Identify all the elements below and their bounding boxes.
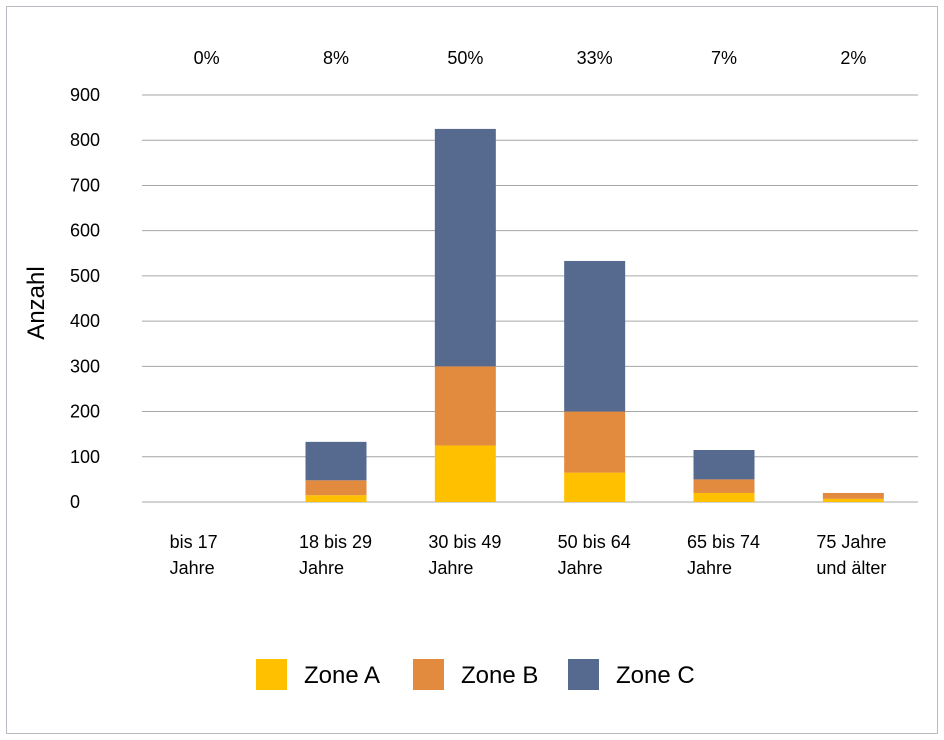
- bar-segment-zone-b: [305, 480, 367, 496]
- bar-segment-zone-b: [564, 411, 626, 473]
- bar-segment-zone-b: [693, 479, 755, 493]
- category-labels: bis 17 Jahre 18 bis 29 Jahre 30 bis 49 Jahre 5…: [170, 532, 887, 578]
- percentage-label: 0%: [194, 48, 220, 68]
- y-tick-label: 800: [70, 130, 100, 150]
- bar-segment-zone-c: [693, 449, 755, 480]
- category-label: 65 bis 74: [687, 532, 760, 552]
- category-label: Jahre: [170, 558, 215, 578]
- bar-segment-zone-a: [564, 472, 626, 502]
- bar-segment-zone-a: [434, 445, 496, 502]
- legend-label: Zone C: [616, 662, 695, 689]
- percentage-label: 50%: [447, 48, 483, 68]
- category-label: Jahre: [428, 558, 473, 578]
- category-label: Jahre: [687, 558, 732, 578]
- bars: [305, 128, 884, 502]
- y-tick-label: 600: [70, 221, 100, 241]
- legend-swatch: [568, 659, 599, 690]
- bar-segment-zone-c: [434, 128, 496, 367]
- y-tick-label: 300: [70, 356, 100, 376]
- bar-segment-zone-a: [305, 495, 367, 502]
- percentage-labels: 0% 8% 50% 33% 7% 2%: [194, 48, 867, 68]
- y-tick-label: 0: [70, 492, 80, 512]
- y-tick-label: 500: [70, 266, 100, 286]
- bar-segment-zone-b: [434, 366, 496, 446]
- y-tick-label: 200: [70, 402, 100, 422]
- category-label: und älter: [816, 558, 886, 578]
- category-label: bis 17: [170, 532, 218, 552]
- category-label: 30 bis 49: [428, 532, 501, 552]
- legend-label: Zone A: [304, 662, 380, 689]
- percentage-label: 8%: [323, 48, 349, 68]
- category-label: 50 bis 64: [558, 532, 631, 552]
- legend-swatch: [413, 659, 444, 690]
- legend-label: Zone B: [461, 662, 538, 689]
- bar-segment-zone-b: [822, 492, 884, 499]
- category-label: Jahre: [558, 558, 603, 578]
- legend: Zone A Zone B Zone C: [256, 659, 695, 690]
- y-tick-label: 100: [70, 447, 100, 467]
- legend-swatch: [256, 659, 287, 690]
- percentage-label: 7%: [711, 48, 737, 68]
- percentage-label: 2%: [840, 48, 866, 68]
- bar-segment-zone-c: [564, 260, 626, 412]
- percentage-label: 33%: [577, 48, 613, 68]
- category-label: 75 Jahre: [816, 532, 886, 552]
- bar-segment-zone-a: [822, 498, 884, 502]
- category-label: 18 bis 29: [299, 532, 372, 552]
- gridlines: [142, 94, 918, 503]
- bar-segment-zone-c: [305, 441, 367, 481]
- y-tick-label: 700: [70, 175, 100, 195]
- category-label: Jahre: [299, 558, 344, 578]
- bar-segment-zone-a: [693, 492, 755, 502]
- y-axis-label: Anzahl: [23, 266, 50, 339]
- y-tick-label: 400: [70, 311, 100, 331]
- y-tick-labels: 0 100 200 300 400 500 600 700 800 900: [70, 85, 100, 512]
- y-tick-label: 900: [70, 85, 100, 105]
